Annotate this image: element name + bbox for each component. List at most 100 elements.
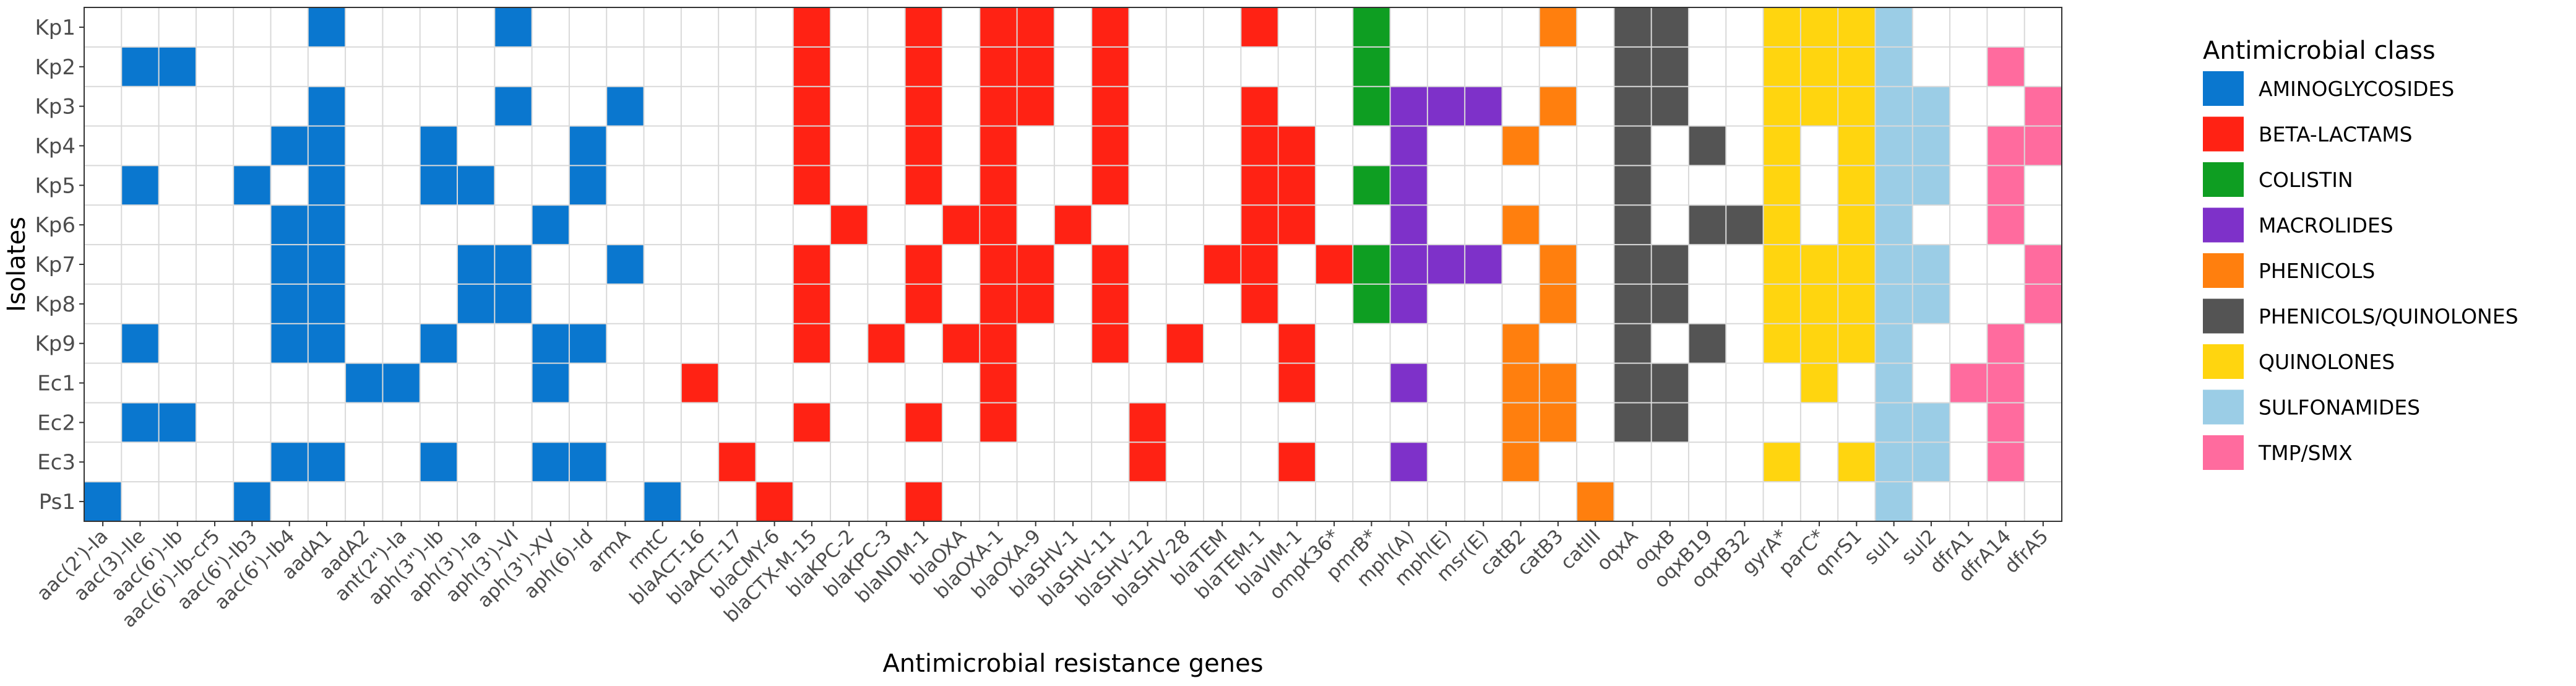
heatmap-cell bbox=[793, 86, 831, 126]
heatmap-cell bbox=[1875, 442, 1913, 482]
legend-swatch bbox=[2203, 207, 2244, 243]
heatmap-cell bbox=[980, 323, 1017, 363]
heatmap-cell bbox=[532, 323, 569, 363]
heatmap-cell bbox=[1614, 165, 1652, 206]
heatmap-cell bbox=[905, 482, 942, 521]
heatmap-cell bbox=[1875, 284, 1913, 324]
heatmap-cell bbox=[1017, 7, 1054, 47]
heatmap-cell bbox=[1614, 284, 1652, 324]
heatmap-cell bbox=[233, 165, 271, 206]
legend-swatch bbox=[2203, 71, 2244, 106]
heatmap-cell bbox=[1390, 126, 1428, 166]
heatmap-cell bbox=[1241, 245, 1278, 284]
heatmap-cell bbox=[1987, 442, 2025, 482]
heatmap-cell bbox=[1278, 126, 1316, 166]
heatmap-cell bbox=[1092, 284, 1129, 324]
heatmap-cell bbox=[1278, 165, 1316, 206]
heatmap-cell bbox=[1017, 86, 1054, 126]
heatmap-cell bbox=[1838, 46, 1876, 87]
heatmap-cell bbox=[1688, 323, 1726, 363]
heatmap-cell bbox=[830, 205, 868, 245]
heatmap-cell bbox=[1800, 363, 1838, 403]
legend-label: AMINOGLYCOSIDES bbox=[2259, 77, 2454, 101]
heatmap-cell bbox=[793, 7, 831, 47]
heatmap-cell bbox=[1651, 363, 1689, 403]
y-tick-label: Kp5 bbox=[35, 173, 75, 198]
heatmap-cell bbox=[1651, 402, 1689, 443]
heatmap-cell bbox=[1688, 205, 1726, 245]
heatmap-cell bbox=[1987, 402, 2025, 443]
heatmap-cell bbox=[1838, 165, 1876, 206]
heatmap-cell bbox=[1875, 86, 1913, 126]
heatmap-cell bbox=[1912, 442, 1950, 482]
y-tick-label: Ec1 bbox=[37, 371, 75, 396]
heatmap-cell bbox=[1427, 245, 1465, 284]
heatmap-cell bbox=[1278, 363, 1316, 403]
heatmap-cell bbox=[1763, 284, 1801, 324]
heatmap-cell bbox=[1017, 284, 1054, 324]
heatmap-cell bbox=[1651, 46, 1689, 87]
heatmap-cell bbox=[1763, 86, 1801, 126]
heatmap-cell bbox=[718, 442, 756, 482]
heatmap-cell bbox=[793, 165, 831, 206]
heatmap-cell bbox=[1241, 284, 1278, 324]
heatmap-cell bbox=[121, 402, 159, 443]
heatmap-cell bbox=[270, 442, 308, 482]
legend-swatch bbox=[2203, 344, 2244, 379]
heatmap-cell bbox=[1838, 205, 1876, 245]
legend-swatch bbox=[2203, 298, 2244, 334]
heatmap-cell bbox=[1875, 46, 1913, 87]
heatmap-cell bbox=[1390, 245, 1428, 284]
heatmap-cell bbox=[1838, 86, 1876, 126]
heatmap-cell bbox=[1763, 165, 1801, 206]
heatmap-cell bbox=[494, 284, 532, 324]
x-tick-label: dfrA5 bbox=[2000, 525, 2053, 578]
heatmap-cell bbox=[2024, 284, 2062, 324]
heatmap-cell bbox=[1763, 245, 1801, 284]
y-tick-label: Ec2 bbox=[37, 410, 75, 435]
heatmap-cell bbox=[1017, 245, 1054, 284]
heatmap-cell bbox=[868, 323, 905, 363]
y-tick-label: Kp3 bbox=[35, 95, 75, 119]
heatmap-cell bbox=[569, 126, 607, 166]
heatmap-cell bbox=[308, 126, 346, 166]
heatmap-cell bbox=[980, 284, 1017, 324]
heatmap-cell bbox=[644, 482, 681, 521]
heatmap-cell bbox=[308, 7, 346, 47]
heatmap-cell bbox=[905, 86, 942, 126]
heatmap-cell bbox=[1017, 46, 1054, 87]
heatmap-cell bbox=[1614, 323, 1652, 363]
heatmap-cell bbox=[1539, 402, 1577, 443]
heatmap-cell bbox=[308, 323, 346, 363]
heatmap-cell bbox=[1950, 363, 1988, 403]
legend-swatch bbox=[2203, 162, 2244, 197]
heatmap-cell bbox=[1800, 7, 1838, 47]
heatmap-cell bbox=[1614, 363, 1652, 403]
heatmap-cell bbox=[1838, 284, 1876, 324]
heatmap-cell bbox=[1390, 363, 1428, 403]
heatmap-cell bbox=[494, 7, 532, 47]
legend: Antimicrobial class AMINOGLYCOSIDES BETA-… bbox=[2203, 37, 2518, 470]
y-axis-title: Isolates bbox=[2, 217, 31, 312]
heatmap-cell bbox=[457, 245, 495, 284]
heatmap-cell bbox=[1539, 363, 1577, 403]
heatmap-cell bbox=[1800, 245, 1838, 284]
heatmap-cell bbox=[1875, 165, 1913, 206]
plot-background bbox=[84, 7, 2062, 521]
heatmap-cell bbox=[980, 363, 1017, 403]
heatmap-cell bbox=[1353, 245, 1390, 284]
heatmap-cell bbox=[1614, 205, 1652, 245]
heatmap-cell bbox=[308, 245, 346, 284]
heatmap-cell bbox=[121, 165, 159, 206]
heatmap-cell bbox=[1502, 363, 1540, 403]
heatmap-cell bbox=[1390, 205, 1428, 245]
heatmap-cell bbox=[1763, 323, 1801, 363]
y-tick-label: Kp6 bbox=[35, 213, 75, 238]
x-axis-title: Antimicrobial resistance genes bbox=[882, 649, 1263, 678]
legend-label: PHENICOLS bbox=[2259, 259, 2375, 283]
heatmap-cell bbox=[905, 126, 942, 166]
y-tick-label: Kp9 bbox=[35, 332, 75, 357]
heatmap-cell bbox=[1092, 46, 1129, 87]
heatmap-cell bbox=[84, 482, 122, 521]
heatmap-cell bbox=[1241, 86, 1278, 126]
